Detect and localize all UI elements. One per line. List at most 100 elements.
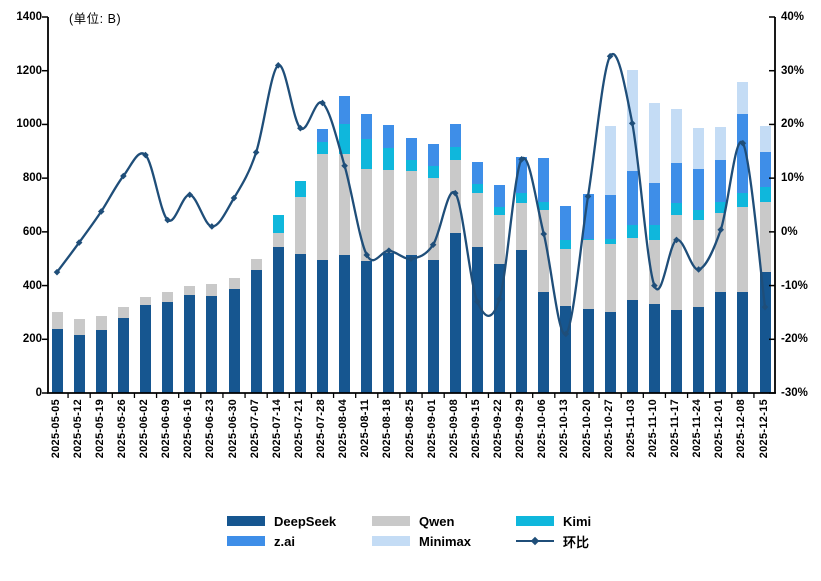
x-axis-date-label: 2025-05-05 <box>49 399 62 459</box>
line-marker-diamond <box>164 216 171 224</box>
bar-segment-deepseek <box>626 299 638 393</box>
bar-segment-deepseek <box>715 291 727 393</box>
legend: DeepSeek Qwen Kimi z.ai Minimax 环比 <box>227 511 666 551</box>
bar-segment-qwen <box>140 296 151 305</box>
stacked-bar <box>626 70 638 393</box>
stacked-bar <box>73 319 85 393</box>
bar-segment-qwen <box>339 153 351 256</box>
line-marker-diamond <box>97 208 105 215</box>
x-axis-date-label: 2025-05-26 <box>115 399 128 459</box>
bar-segment-kimi <box>626 225 638 238</box>
x-axis-date-label: 2025-12-15 <box>757 399 770 459</box>
bar-segment-zai <box>538 158 550 202</box>
bar-segment-qwen <box>449 159 461 233</box>
bar-segment-deepseek <box>162 301 174 393</box>
x-axis-date-label: 2025-09-15 <box>469 399 482 459</box>
bar-segment-zai <box>449 124 461 148</box>
legend-label: z.ai <box>274 533 295 549</box>
bar-segment-deepseek <box>206 295 218 393</box>
bar-segment-qwen <box>560 248 572 306</box>
x-axis-date-label: 2025-12-01 <box>713 399 726 459</box>
bar-segment-minimax <box>648 103 660 183</box>
line-marker-diamond <box>230 194 238 202</box>
line-marker-diamond <box>75 239 83 246</box>
x-axis-date-label: 2025-09-08 <box>447 399 460 459</box>
x-axis-date-label: 2025-08-25 <box>403 399 416 459</box>
bar-segment-deepseek <box>560 305 572 393</box>
bar-segment-deepseek <box>184 294 196 393</box>
bar-segment-deepseek <box>471 247 483 393</box>
x-axis-date-label: 2025-07-21 <box>292 399 305 459</box>
x-axis-date-label: 2025-10-13 <box>558 399 571 459</box>
bar-segment-qwen <box>73 319 85 336</box>
bar-segment-zai <box>383 125 395 149</box>
bar-segment-zai <box>715 160 727 202</box>
bar-segment-deepseek <box>117 317 129 393</box>
stacked-bar <box>95 315 107 393</box>
bar-segment-qwen <box>95 315 107 331</box>
left-axis-tick-label: 1000 <box>16 118 42 131</box>
bar-segment-deepseek <box>693 306 705 393</box>
stacked-bar <box>671 109 682 393</box>
left-axis-tick-label: 1400 <box>16 11 42 23</box>
bar-segment-qwen <box>538 210 550 292</box>
stacked-bar <box>693 127 705 393</box>
bar-segment-deepseek <box>228 289 240 393</box>
legend-item-deepseek: DeepSeek <box>227 511 372 531</box>
bar-segment-qwen <box>383 169 395 253</box>
stacked-bar <box>140 296 151 393</box>
bar-segment-deepseek <box>294 253 306 393</box>
right-axis-tick-label: 10% <box>781 172 805 185</box>
bar-segment-qwen <box>427 178 439 260</box>
bar-segment-zai <box>693 169 705 211</box>
legend-item-kimi: Kimi <box>516 511 666 531</box>
bar-segment-qwen <box>294 196 306 254</box>
line-marker-diamond <box>274 62 282 69</box>
bar-segment-deepseek <box>95 330 107 393</box>
bar-segment-kimi <box>560 240 572 249</box>
stacked-bar <box>471 162 483 393</box>
right-axis-tick-label: 40% <box>781 11 805 23</box>
bar-segment-kimi <box>538 201 550 211</box>
bar-segment-deepseek <box>317 259 328 393</box>
left-axis-tick-label: 200 <box>22 333 42 346</box>
bar-segment-zai <box>737 113 749 194</box>
x-axis-date-label: 2025-07-14 <box>270 399 283 459</box>
bar-segment-deepseek <box>73 335 85 393</box>
stacked-bar <box>737 81 749 393</box>
stacked-bar <box>516 156 528 393</box>
bar-segment-zai <box>671 163 682 204</box>
stacked-bar <box>405 137 417 393</box>
legend-swatch <box>372 516 410 526</box>
x-axis-date-label: 2025-09-22 <box>492 399 504 459</box>
bar-segment-qwen <box>737 206 749 292</box>
x-axis-date-label: 2025-10-27 <box>602 399 615 459</box>
x-axis-date-label: 2025-05-12 <box>71 399 84 459</box>
stacked-bar <box>228 278 240 393</box>
stacked-bar <box>383 125 395 393</box>
left-axis-tick-label: 400 <box>22 279 42 292</box>
bar-segment-kimi <box>272 215 284 234</box>
bar-segment-deepseek <box>361 261 373 393</box>
legend-item-qwen: Qwen <box>372 511 516 531</box>
right-axis-tick-label: 30% <box>781 64 805 77</box>
bar-segment-deepseek <box>383 252 395 393</box>
stacked-bar <box>250 259 262 393</box>
stacked-bar <box>162 292 174 393</box>
bar-segment-kimi <box>294 180 306 197</box>
legend-swatch <box>516 516 554 526</box>
stacked-bar <box>604 126 616 393</box>
bar-segment-zai <box>317 128 328 142</box>
legend-item-zai: z.ai <box>227 531 372 551</box>
x-axis-date-label: 2025-09-29 <box>514 399 527 459</box>
bar-segment-qwen <box>494 215 505 265</box>
bar-segment-minimax <box>737 81 749 114</box>
bar-segment-zai <box>405 137 417 161</box>
bar-segment-kimi <box>383 148 395 170</box>
stacked-bar <box>294 180 306 393</box>
x-axis-date-label: 2025-11-03 <box>624 399 637 458</box>
bar-segment-qwen <box>604 243 616 312</box>
stacked-bar <box>361 114 373 393</box>
bar-segment-minimax <box>626 70 638 172</box>
bar-segment-qwen <box>272 233 284 247</box>
